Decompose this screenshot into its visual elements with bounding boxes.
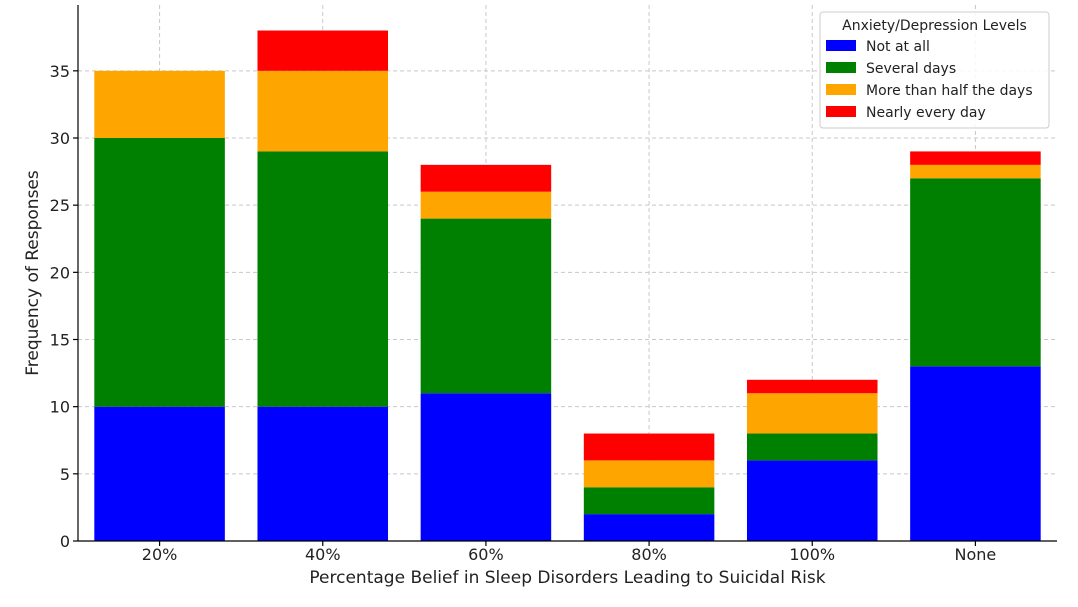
y-tick-label: 20 xyxy=(50,263,70,282)
legend-label-more-than-half-the-days: More than half the days xyxy=(866,83,1033,99)
bar-not-at-all xyxy=(257,406,389,541)
x-tick-label: None xyxy=(955,545,997,564)
legend-swatch-not-at-all xyxy=(826,40,856,51)
bar-more-than-half-the-days xyxy=(746,393,878,434)
y-tick-label: 5 xyxy=(60,465,70,484)
y-tick-label: 15 xyxy=(50,330,70,349)
legend-label-nearly-every-day: Nearly every day xyxy=(866,105,986,121)
x-axis-label: Percentage Belief in Sleep Disorders Lea… xyxy=(309,568,825,588)
y-tick-label: 35 xyxy=(50,62,70,81)
x-tick-label: 80% xyxy=(631,545,667,564)
bar-not-at-all xyxy=(746,460,878,541)
bar-more-than-half-the-days xyxy=(257,70,389,152)
bar-more-than-half-the-days xyxy=(910,164,1041,179)
x-tick-label: 20% xyxy=(142,545,178,564)
bar-nearly-every-day xyxy=(910,151,1041,165)
bar-nearly-every-day xyxy=(420,164,552,192)
bar-not-at-all xyxy=(910,366,1041,541)
axes: 0 5 10 15 20 25 30 35 20% 40% 60% 80% 100% None xyxy=(50,5,1057,564)
bar-not-at-all xyxy=(94,406,225,541)
bar-several-days xyxy=(257,151,389,407)
bar-not-at-all xyxy=(420,393,552,541)
bar-more-than-half-the-days xyxy=(583,460,715,488)
legend-swatch-more-than-half-the-days xyxy=(826,84,856,95)
legend: Anxiety/Depression Levels Not at all Seve… xyxy=(819,11,1050,129)
legend-swatch-several-days xyxy=(826,62,856,73)
bar-nearly-every-day xyxy=(257,30,389,71)
legend-label-not-at-all: Not at all xyxy=(866,39,930,55)
y-tick-label: 30 xyxy=(50,129,70,148)
bar-several-days xyxy=(910,178,1041,367)
bar-several-days xyxy=(420,218,552,394)
y-tick-label: 0 xyxy=(60,532,70,551)
bar-more-than-half-the-days xyxy=(420,191,552,219)
legend-label-several-days: Several days xyxy=(866,61,956,77)
y-tick-label: 10 xyxy=(50,398,70,417)
legend-swatch-nearly-every-day xyxy=(826,106,856,117)
x-tick-label: 100% xyxy=(789,545,835,564)
bar-several-days xyxy=(746,433,878,461)
bar-several-days xyxy=(94,137,225,407)
y-tick-label: 25 xyxy=(50,196,70,215)
legend-title: Anxiety/Depression Levels xyxy=(842,18,1027,34)
bar-several-days xyxy=(583,487,715,515)
bars xyxy=(94,30,1041,541)
x-tick-label: 60% xyxy=(468,545,504,564)
bar-nearly-every-day xyxy=(746,379,878,394)
bar-not-at-all xyxy=(583,514,715,541)
bar-nearly-every-day xyxy=(583,433,715,461)
y-axis-label: Frequency of Responses xyxy=(23,170,43,376)
bar-more-than-half-the-days xyxy=(94,70,225,138)
x-tick-label: 40% xyxy=(305,545,341,564)
legend-box xyxy=(819,11,1050,129)
